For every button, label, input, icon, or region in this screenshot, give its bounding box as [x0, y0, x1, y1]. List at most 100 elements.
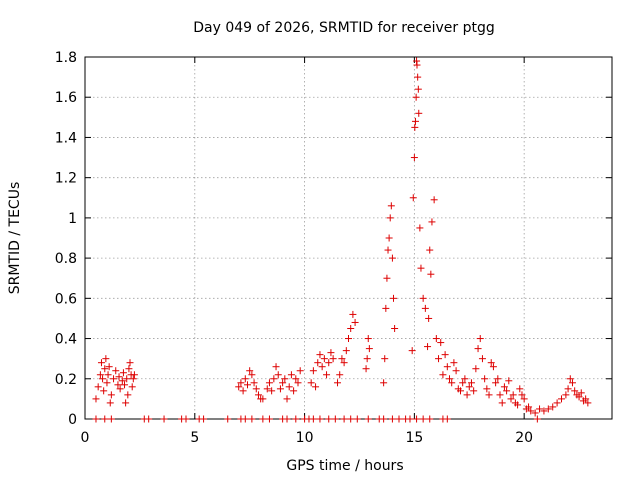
data-point	[414, 73, 422, 81]
data-point	[432, 335, 440, 343]
data-point	[577, 389, 585, 397]
data-point	[363, 355, 371, 363]
y-tick-label: 1.2	[55, 171, 77, 187]
data-point	[426, 246, 434, 254]
data-point	[430, 196, 438, 204]
data-point	[292, 375, 300, 383]
data-point	[106, 399, 114, 407]
data-point	[129, 375, 137, 383]
data-point	[417, 264, 425, 272]
data-point	[97, 359, 105, 367]
data-point	[384, 246, 392, 254]
data-point	[107, 415, 115, 423]
y-tick-label: 1	[68, 211, 77, 227]
data-point	[494, 375, 502, 383]
data-point	[564, 385, 572, 393]
data-point	[92, 415, 100, 423]
data-point	[483, 385, 491, 393]
data-point	[467, 379, 475, 387]
data-point	[381, 355, 389, 363]
data-point	[345, 335, 352, 343]
y-tick-label: 0.4	[55, 332, 77, 348]
x-tick-label: 20	[515, 430, 533, 446]
data-point	[387, 202, 395, 210]
data-point	[525, 403, 533, 411]
data-point	[252, 385, 260, 393]
data-point	[383, 274, 391, 282]
x-axis-label: GPS time / hours	[286, 458, 403, 474]
data-point	[347, 415, 355, 423]
data-point	[347, 325, 355, 332]
data-point	[316, 351, 324, 359]
data-point	[470, 387, 478, 395]
data-point	[544, 405, 552, 413]
data-point	[568, 379, 576, 387]
data-point	[571, 387, 579, 395]
data-point	[424, 343, 432, 351]
data-point	[463, 391, 471, 399]
data-point	[112, 367, 120, 375]
data-point	[410, 154, 418, 162]
data-point	[485, 391, 493, 399]
data-point	[200, 415, 208, 423]
data-point	[296, 367, 304, 375]
data-point	[435, 355, 443, 363]
data-point	[265, 379, 273, 387]
data-point	[248, 415, 256, 423]
data-point	[126, 359, 134, 367]
x-tick-label: 5	[190, 430, 199, 446]
data-point	[115, 373, 123, 381]
data-point	[364, 335, 372, 343]
data-point	[100, 387, 108, 395]
data-point	[123, 375, 131, 383]
data-point	[487, 359, 495, 367]
data-point	[276, 385, 284, 393]
data-point	[107, 391, 115, 399]
data-point	[365, 345, 373, 353]
data-point	[279, 379, 287, 387]
data-point	[119, 369, 127, 377]
data-point	[419, 294, 427, 302]
data-point	[237, 379, 245, 387]
data-point	[446, 375, 454, 383]
data-point	[334, 379, 342, 387]
x-grid	[194, 57, 525, 419]
data-point	[492, 379, 500, 387]
data-point	[527, 407, 535, 415]
data-point	[412, 93, 420, 101]
data-point	[478, 355, 486, 363]
data-point	[437, 339, 445, 347]
data-point	[421, 304, 429, 312]
data-point	[553, 399, 561, 407]
data-point	[516, 385, 524, 393]
data-point	[94, 383, 102, 391]
data-point	[340, 359, 348, 367]
data-point	[388, 415, 396, 423]
data-point	[320, 355, 328, 363]
data-point	[272, 363, 280, 371]
data-point	[426, 415, 434, 423]
data-point	[314, 359, 322, 367]
data-point	[118, 377, 126, 385]
data-point	[103, 379, 111, 387]
data-point	[459, 379, 467, 387]
data-point	[428, 218, 436, 226]
data-point	[415, 109, 423, 117]
y-tick-label: 0.2	[55, 372, 77, 388]
data-point	[268, 387, 276, 395]
data-point	[309, 367, 317, 375]
data-point	[182, 415, 190, 423]
data-point	[327, 349, 335, 357]
data-point	[316, 415, 324, 423]
data-point	[92, 395, 100, 403]
data-point	[96, 371, 104, 379]
data-point	[145, 415, 153, 423]
data-point	[351, 318, 359, 326]
data-point	[456, 387, 464, 395]
data-point	[582, 395, 590, 403]
data-point	[413, 61, 421, 69]
data-point	[224, 415, 232, 423]
data-point	[349, 310, 357, 318]
data-point	[99, 375, 107, 383]
data-point	[385, 234, 393, 242]
